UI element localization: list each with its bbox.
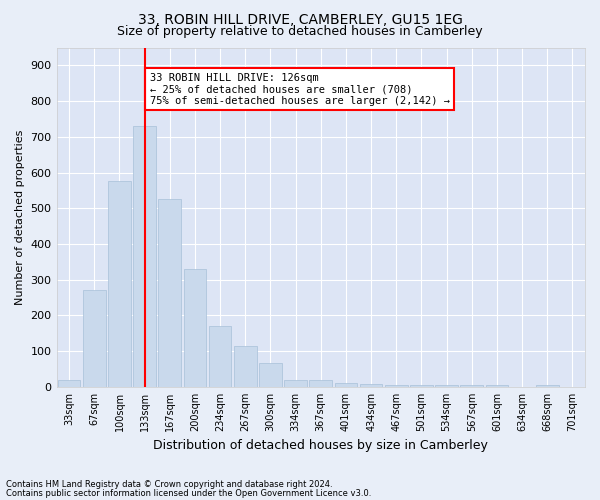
Text: 33, ROBIN HILL DRIVE, CAMBERLEY, GU15 1EG: 33, ROBIN HILL DRIVE, CAMBERLEY, GU15 1E… [137, 12, 463, 26]
Bar [158, 200, 181, 387]
Bar [485, 385, 508, 387]
Bar [335, 382, 357, 387]
Text: Contains public sector information licensed under the Open Government Licence v3: Contains public sector information licen… [6, 488, 371, 498]
Bar [259, 362, 282, 387]
Bar [83, 290, 106, 387]
Bar [284, 380, 307, 387]
Bar [460, 385, 483, 387]
Text: Contains HM Land Registry data © Crown copyright and database right 2024.: Contains HM Land Registry data © Crown c… [6, 480, 332, 489]
Bar [133, 126, 156, 387]
Bar [58, 380, 80, 387]
Bar [184, 269, 206, 387]
Bar [108, 182, 131, 387]
Bar [360, 384, 382, 387]
Bar [536, 385, 559, 387]
Text: Size of property relative to detached houses in Camberley: Size of property relative to detached ho… [117, 25, 483, 38]
Bar [435, 385, 458, 387]
X-axis label: Distribution of detached houses by size in Camberley: Distribution of detached houses by size … [154, 440, 488, 452]
Bar [234, 346, 257, 387]
Y-axis label: Number of detached properties: Number of detached properties [15, 130, 25, 305]
Bar [310, 380, 332, 387]
Bar [410, 385, 433, 387]
Bar [385, 385, 407, 387]
Bar [209, 326, 232, 387]
Text: 33 ROBIN HILL DRIVE: 126sqm
← 25% of detached houses are smaller (708)
75% of se: 33 ROBIN HILL DRIVE: 126sqm ← 25% of det… [149, 72, 449, 106]
